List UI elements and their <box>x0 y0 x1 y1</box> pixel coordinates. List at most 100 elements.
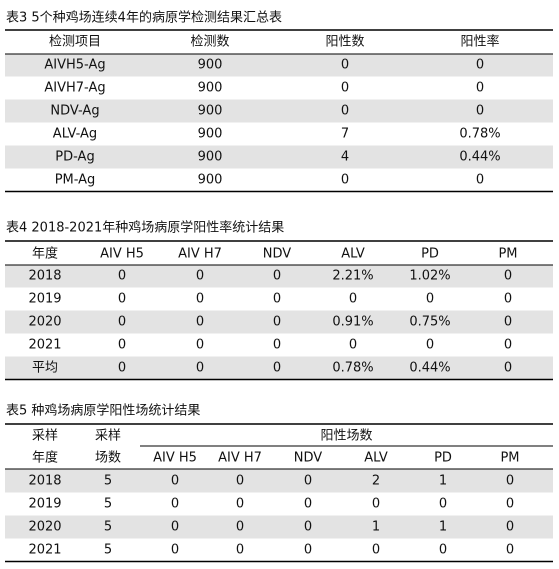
table-cell: 0 <box>341 81 349 96</box>
table-cell: 0 <box>476 58 484 73</box>
row-shade <box>5 515 553 539</box>
table-cell: 0 <box>236 520 244 535</box>
table-cell: 0 <box>426 292 434 307</box>
table-cell: 900 <box>198 127 223 142</box>
table-cell: 0 <box>504 361 512 376</box>
table-cell: ALV-Ag <box>53 127 97 142</box>
table-cell: 0 <box>476 104 484 119</box>
table-cell: 0 <box>196 269 204 284</box>
header-cell: 采样 <box>32 429 58 444</box>
table-title: 表4 2018-2021年种鸡场病原学阳性率统计结果 <box>6 220 284 236</box>
header-cell: AIV H7 <box>178 247 222 262</box>
table-cell: 4 <box>341 150 349 165</box>
table-cell: 0 <box>196 292 204 307</box>
table-cell: 0 <box>439 543 447 558</box>
table-cell: 2021 <box>28 543 61 558</box>
row-shade <box>5 310 553 334</box>
table-cell: 0 <box>236 497 244 512</box>
row-shade <box>5 264 553 288</box>
header-cell: NDV <box>263 247 292 262</box>
table-cell: 2018 <box>28 269 61 284</box>
table-cell: 0.78% <box>459 127 500 142</box>
table-cell: 0 <box>341 104 349 119</box>
table-cell: 1 <box>372 520 380 535</box>
table-cell: 0 <box>506 543 514 558</box>
table-cell: 5 <box>104 474 112 489</box>
table-cell: 900 <box>198 173 223 188</box>
table-cell: 900 <box>198 81 223 96</box>
table-cell: 5 <box>104 520 112 535</box>
table-cell: AIVH7-Ag <box>44 81 105 96</box>
table-cell: 0 <box>304 497 312 512</box>
table-cell: 0 <box>118 292 126 307</box>
table-cell: 0.44% <box>459 150 500 165</box>
table-cell: 0 <box>196 315 204 330</box>
header-cell: 年度 <box>32 246 58 262</box>
table-cell: 0 <box>171 474 179 489</box>
header-cell: PM <box>500 451 519 466</box>
row-shade <box>5 469 553 493</box>
table-cell: 0 <box>118 338 126 353</box>
table-cell: 0 <box>372 543 380 558</box>
table-cell: 2019 <box>28 292 61 307</box>
table-cell: AIVH5-Ag <box>44 58 105 73</box>
table-cell: 0 <box>341 173 349 188</box>
table-cell: 2018 <box>28 474 61 489</box>
header-cell: ALV <box>364 451 388 466</box>
table-cell: 0 <box>349 292 357 307</box>
table-cell: 0 <box>426 338 434 353</box>
table-cell: 0 <box>273 292 281 307</box>
table-cell: 0 <box>196 338 204 353</box>
table-cell: 0 <box>349 338 357 353</box>
table-cell: 0 <box>439 497 447 512</box>
header-cell: NDV <box>294 451 323 466</box>
table-cell: 0 <box>118 269 126 284</box>
header-cell: PD <box>434 451 452 466</box>
table-cell: 0 <box>273 361 281 376</box>
table-cell: 900 <box>198 58 223 73</box>
table-cell: 0 <box>504 269 512 284</box>
table-cell: 0 <box>504 292 512 307</box>
table-cell: 0 <box>341 58 349 73</box>
table-cell: 2019 <box>28 497 61 512</box>
header-cell: 年度 <box>32 450 58 466</box>
table-cell: 0 <box>118 315 126 330</box>
header-cell: 检测数 <box>190 35 229 50</box>
table-cell: 2020 <box>28 315 61 330</box>
header-cell: PD <box>421 247 439 262</box>
table-cell: PD-Ag <box>55 150 94 165</box>
table-cell: 0 <box>304 474 312 489</box>
table-cell: 0.44% <box>409 361 450 376</box>
header-cell: 场数 <box>95 451 121 466</box>
table-cell: 平均 <box>32 361 58 376</box>
table-cell: 7 <box>341 127 349 142</box>
table-cell: 0 <box>171 543 179 558</box>
table-cell: 0 <box>118 361 126 376</box>
table-cell: 0 <box>273 269 281 284</box>
table-cell: 0 <box>273 315 281 330</box>
table-cell: 0 <box>372 497 380 512</box>
table-cell: 0 <box>506 497 514 512</box>
table-cell: 2.21% <box>332 269 373 284</box>
header-cell: 采样 <box>95 429 121 444</box>
header-cell: 阳性场数 <box>320 429 372 444</box>
table-cell: 2020 <box>28 520 61 535</box>
row-shade <box>5 53 553 77</box>
table-cell: 0 <box>236 474 244 489</box>
table-cell: 0 <box>504 315 512 330</box>
table-cell: 0.91% <box>332 315 373 330</box>
row-shade <box>5 99 553 123</box>
table-cell: 900 <box>198 104 223 119</box>
table-cell: PM-Ag <box>55 173 96 188</box>
table-cell: 0 <box>476 173 484 188</box>
table-cell: 2021 <box>28 338 61 353</box>
row-shade <box>5 356 553 380</box>
table-cell: 1 <box>439 474 447 489</box>
header-cell: 检测项目 <box>49 35 101 50</box>
table-cell: 0 <box>304 520 312 535</box>
header-cell: AIV H5 <box>100 247 144 262</box>
table-cell: 0 <box>304 543 312 558</box>
table-cell: 2 <box>372 474 380 489</box>
table-cell: 0 <box>506 520 514 535</box>
